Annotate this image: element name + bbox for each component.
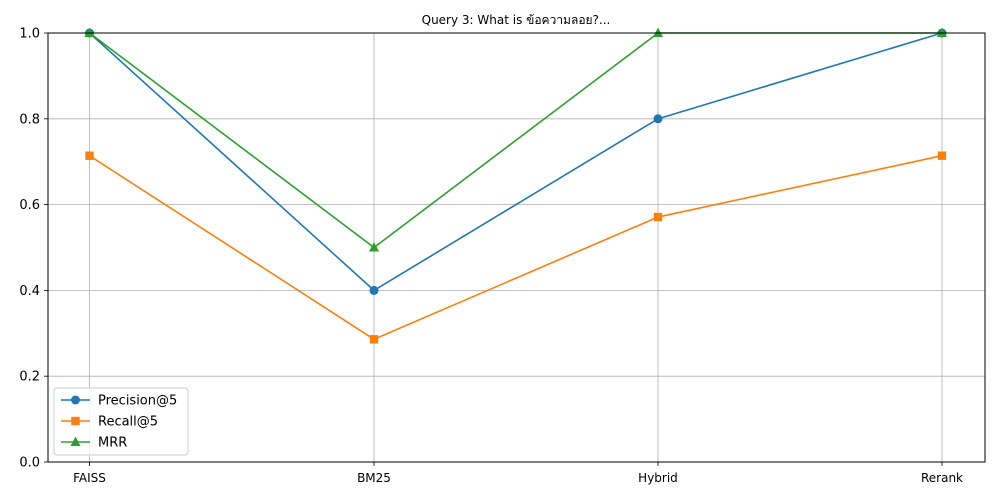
- y-tick-label: 0.4: [19, 284, 40, 299]
- x-tick-label: BM25: [357, 471, 391, 485]
- series-line: [89, 32, 942, 249]
- data-point: [369, 335, 379, 344]
- data-point: [85, 151, 94, 160]
- legend-marker: [70, 436, 81, 446]
- series-line: [88, 32, 943, 292]
- data-point: [369, 285, 379, 295]
- y-tick-label: 0.2: [19, 370, 40, 385]
- legend-label: Precision@5: [98, 394, 177, 409]
- data-point: [653, 114, 663, 124]
- legend-label: Recall@5: [98, 415, 158, 430]
- data-point: [653, 212, 663, 222]
- legend-label: MRR: [98, 436, 127, 451]
- data-point: [937, 27, 947, 37]
- series-line: [89, 154, 943, 341]
- legend-box: [53, 387, 189, 456]
- x-tick-label: Rerank: [921, 471, 963, 485]
- data-point: [369, 242, 379, 252]
- grid: [48, 32, 985, 463]
- legend-marker: [71, 416, 80, 426]
- legend: Precision@5 Recall@5 MRR: [53, 387, 189, 456]
- chart-title: Query 3: What is ข้อความลอย?...: [422, 13, 611, 27]
- x-tick-label: Hybrid: [638, 471, 678, 485]
- data-point: [937, 151, 947, 160]
- axes: FAISS BM25 Hybrid Rerank 0.0 0.2 0.4 0.6 0.8 1.0: [19, 27, 963, 486]
- x-tick-label: FAISS: [73, 471, 106, 485]
- series-group: [84, 27, 947, 344]
- y-tick-label: 0.8: [19, 112, 40, 127]
- y-tick-label: 0.0: [19, 456, 40, 471]
- y-tick-label: 1.0: [19, 27, 40, 42]
- legend-marker: [71, 395, 80, 405]
- data-point: [653, 27, 663, 37]
- plot-frame: [47, 32, 986, 463]
- y-tick-label: 0.6: [19, 198, 40, 213]
- data-point: [84, 27, 95, 37]
